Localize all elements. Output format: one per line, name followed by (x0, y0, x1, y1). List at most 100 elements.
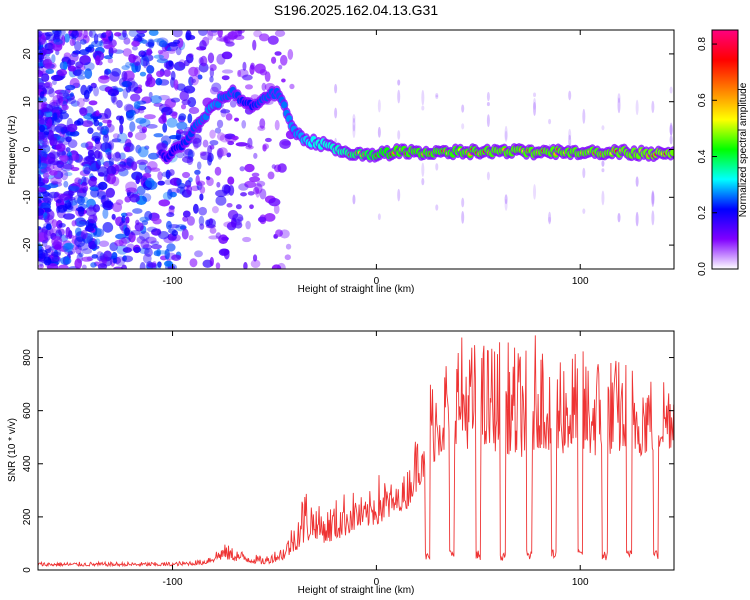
heatmap-cell (76, 97, 85, 108)
x-tick-label: -100 (163, 276, 183, 287)
heatmap-cell (74, 227, 82, 236)
heatmap-cell (141, 126, 147, 133)
heatmap-cell (226, 152, 232, 158)
heatmap-cell (186, 156, 194, 166)
heatmap-cell (45, 248, 54, 258)
heatmap-cell (127, 131, 133, 138)
heatmap-cell (45, 223, 52, 231)
heatmap-cell (421, 105, 425, 111)
heatmap-cell (267, 171, 275, 180)
heatmap-cell (114, 151, 121, 159)
heatmap-x-label: Height of straight line (km) (298, 284, 415, 295)
heatmap-cell (211, 30, 218, 33)
heatmap-cell (209, 144, 215, 150)
heatmap-cell (145, 61, 151, 67)
heatmap-cell (132, 55, 142, 67)
heatmap-cell (47, 157, 59, 166)
snr-y-ticks: 0 200 400 600 800 (22, 349, 674, 573)
heatmap-cell (110, 92, 116, 104)
heatmap-cell (651, 210, 655, 226)
heatmap-cell (95, 159, 101, 170)
heatmap-cell (82, 97, 90, 103)
heatmap-cell (166, 220, 172, 230)
heatmap-cell (90, 262, 97, 268)
heatmap-cell (40, 156, 48, 162)
heatmap-cell (238, 183, 249, 191)
heatmap-cell (107, 119, 112, 128)
heatmap-cell (141, 39, 148, 44)
heatmap-cell (69, 52, 79, 62)
heatmap-cell (287, 49, 294, 60)
heatmap-cell (55, 227, 61, 234)
heatmap-cell (105, 151, 114, 159)
heatmap-cell (88, 177, 97, 187)
heatmap-cell (148, 152, 160, 160)
heatmap-cell (279, 54, 288, 66)
heatmap-cell (242, 236, 252, 243)
heatmap-cell (669, 124, 673, 136)
heatmap-cell (245, 145, 254, 150)
heatmap-cell (97, 172, 105, 177)
heatmap-cell (38, 187, 47, 193)
heatmap-cell (435, 163, 439, 171)
heatmap-cell (59, 126, 70, 134)
heatmap-cell (171, 111, 178, 119)
heatmap-cell (83, 166, 91, 175)
heatmap-cell (47, 182, 59, 189)
heatmap-cell (105, 187, 116, 198)
heatmap-cell (156, 142, 168, 153)
y-tick-label: -10 (22, 190, 33, 205)
y-tick-label: 20 (22, 48, 33, 60)
heatmap-cell (214, 127, 222, 134)
heatmap-cell (166, 189, 173, 200)
heatmap-cell (89, 186, 99, 191)
heatmap-cell (397, 89, 401, 104)
heatmap-cell (157, 261, 162, 268)
heatmap-cell (65, 147, 71, 153)
heatmap-cell (93, 119, 100, 127)
heatmap-cell (568, 134, 572, 148)
heatmap-cell (486, 114, 490, 128)
heatmap-cell (77, 206, 85, 217)
heatmap-cell (38, 158, 42, 169)
heatmap-cell (152, 217, 162, 225)
heatmap-cell (155, 78, 163, 86)
heatmap-cell (52, 42, 63, 52)
heatmap-cell (435, 204, 439, 211)
heatmap-cell (397, 130, 401, 140)
heatmap-cell (55, 143, 66, 152)
heatmap-cell (244, 84, 253, 90)
heatmap-cell (651, 190, 655, 205)
heatmap-cell (223, 35, 229, 44)
heatmap-cell (39, 140, 49, 145)
heatmap-cell (81, 256, 93, 262)
heatmap-cell (142, 193, 152, 202)
heatmap-cell (285, 243, 292, 250)
heatmap-cell (533, 101, 537, 116)
heatmap-cell (136, 30, 148, 34)
heatmap-cell (601, 190, 605, 206)
heatmap-cell (38, 162, 48, 170)
heatmap-cell (64, 33, 70, 43)
heatmap-cell (504, 125, 508, 141)
heatmap-cell (101, 128, 108, 135)
x-tick-label: 0 (374, 577, 380, 588)
heatmap-cell (41, 142, 48, 149)
heatmap-cell (277, 163, 287, 173)
heatmap-cell (201, 36, 210, 47)
heatmap-cell (108, 157, 114, 167)
heatmap-cell (139, 71, 147, 77)
figure-title: S196.2025.162.04.13.G31 (274, 2, 438, 18)
heatmap-cell (166, 212, 175, 218)
heatmap-cell (83, 61, 95, 71)
snr-x-label: Height of straight line (km) (298, 585, 415, 596)
y-tick-label: 0 (22, 567, 33, 573)
heatmap-cell (58, 223, 66, 228)
heatmap-cell (186, 215, 195, 226)
heatmap-cell (38, 30, 43, 38)
heatmap-cell (156, 261, 162, 269)
heatmap-cell (187, 149, 194, 161)
heatmap-cell (111, 67, 122, 77)
heatmap-cell (209, 86, 219, 95)
heatmap-cell (38, 124, 46, 133)
